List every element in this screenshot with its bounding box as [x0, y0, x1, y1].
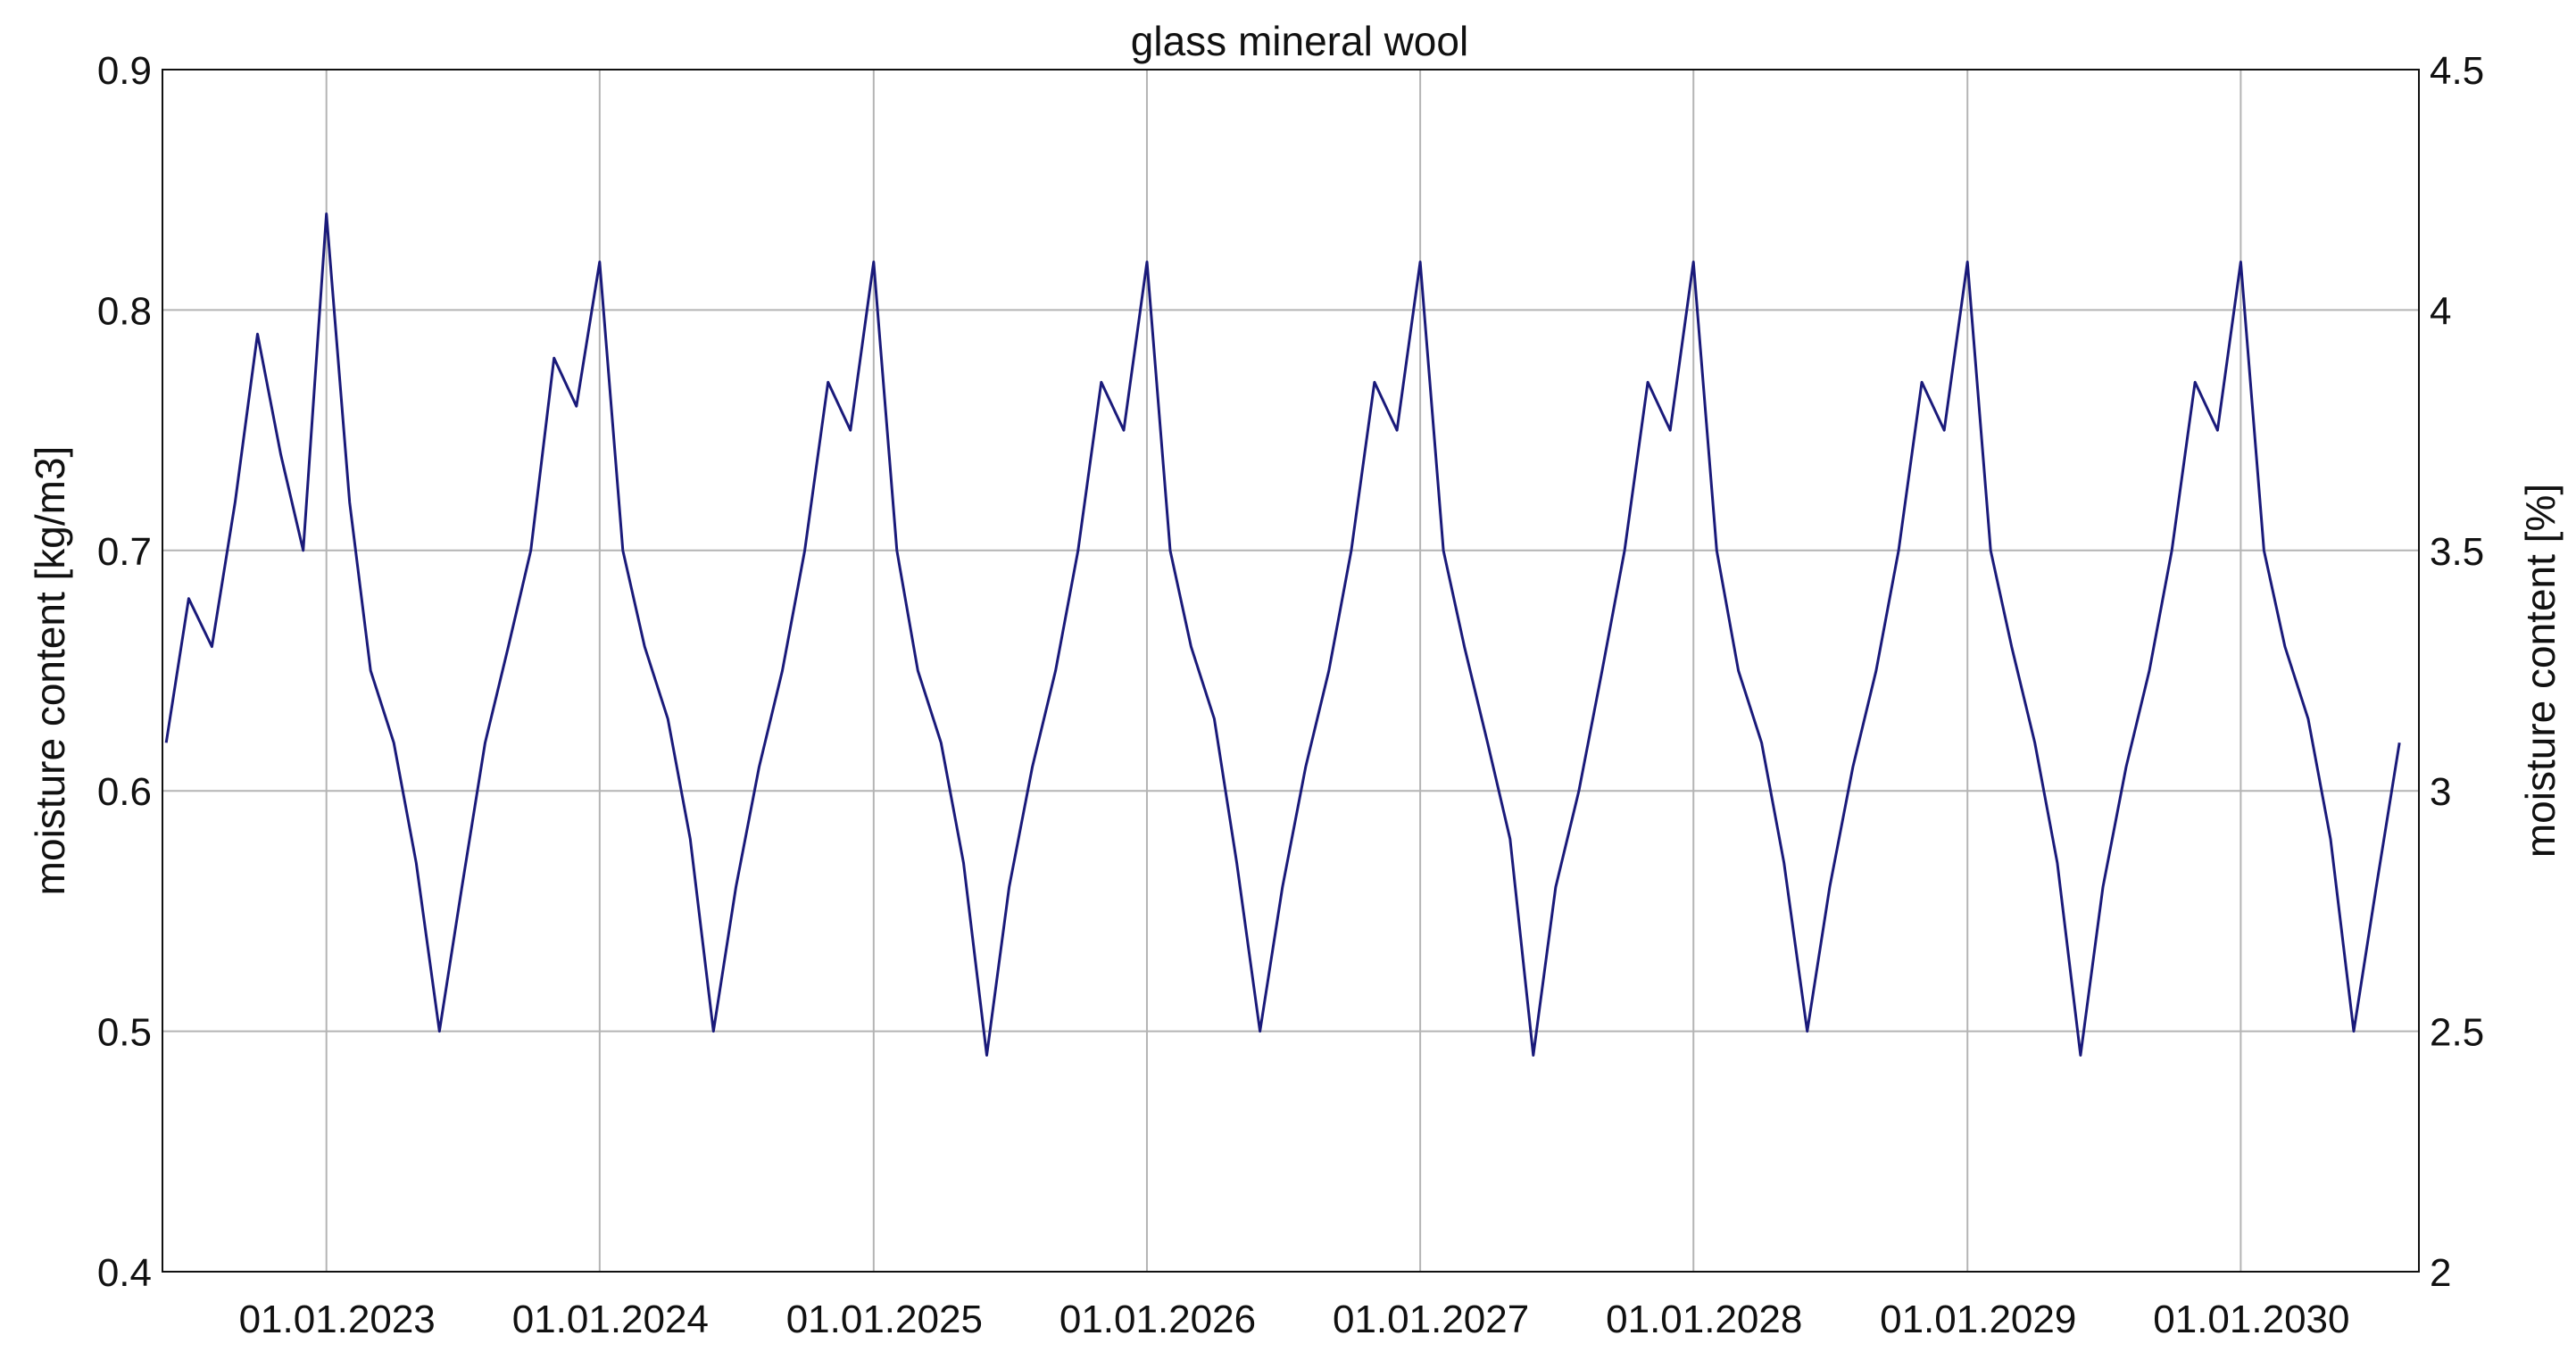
y-tick-label-right: 4 [2430, 289, 2451, 333]
y-tick-label-left: 0.6 [97, 770, 152, 814]
y-tick-label-left: 0.8 [97, 289, 152, 333]
y-tick-label-right: 4.5 [2430, 49, 2484, 93]
y-axis-label-right: moisture content [%] [2517, 484, 2564, 858]
series-line [164, 212, 2401, 1057]
y-axis-label-left: moisture content [kg/m3] [27, 446, 73, 896]
x-tick-label: 01.01.2025 [786, 1298, 983, 1341]
tick-labels: 0.4 0.5 0.6 0.7 0.8 0.9 2 2.5 3 3.5 4 4.5 01.01.2023… [97, 49, 2484, 1341]
plot-frame [162, 69, 2420, 1273]
y-tick-label-right: 2.5 [2430, 1011, 2484, 1055]
series-layer [164, 212, 2401, 1057]
y-tick-label-right: 3.5 [2430, 530, 2484, 574]
chart-title: glass mineral wool [1131, 18, 1468, 64]
y-tick-label-left: 0.9 [97, 49, 152, 93]
y-tick-label-left: 0.7 [97, 530, 152, 574]
x-tick-label: 01.01.2023 [239, 1298, 436, 1341]
y-tick-label-left: 0.5 [97, 1011, 152, 1055]
x-tick-label: 01.01.2026 [1059, 1298, 1256, 1341]
x-tick-label: 01.01.2028 [1606, 1298, 1802, 1341]
x-tick-label: 01.01.2027 [1333, 1298, 1529, 1341]
y-tick-label-right: 2 [2430, 1251, 2451, 1295]
y-tick-label-right: 3 [2430, 770, 2451, 814]
x-tick-label: 01.01.2024 [512, 1298, 709, 1341]
x-tick-label: 01.01.2029 [1880, 1298, 2076, 1341]
x-tick-label: 01.01.2030 [2153, 1298, 2349, 1341]
y-tick-label-left: 0.4 [97, 1251, 152, 1295]
